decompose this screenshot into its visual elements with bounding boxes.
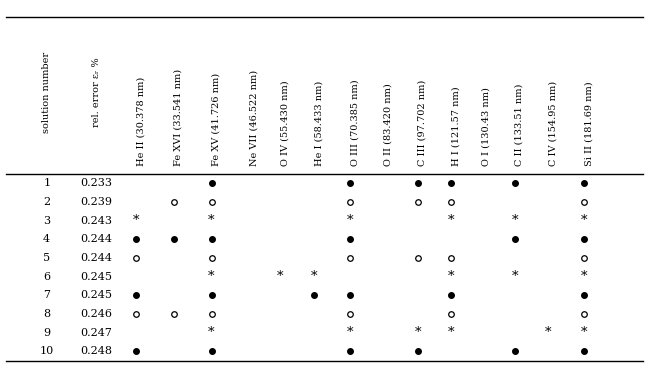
Text: 1: 1 xyxy=(43,178,50,188)
Text: *: * xyxy=(347,326,354,339)
Text: *: * xyxy=(415,326,421,339)
Text: He I (58.433 nm): He I (58.433 nm) xyxy=(314,81,323,166)
Text: O IV (55.430 nm): O IV (55.430 nm) xyxy=(280,81,289,166)
Text: *: * xyxy=(581,270,587,283)
Text: O I (130.43 nm): O I (130.43 nm) xyxy=(482,88,491,166)
Text: *: * xyxy=(208,326,215,339)
Text: *: * xyxy=(208,270,215,283)
Text: 0.246: 0.246 xyxy=(80,309,112,319)
Text: solution number: solution number xyxy=(42,52,51,133)
Text: H I (121.57 nm): H I (121.57 nm) xyxy=(451,87,460,166)
Text: *: * xyxy=(311,270,317,283)
Text: C II (133.51 nm): C II (133.51 nm) xyxy=(515,84,524,166)
Text: *: * xyxy=(448,326,454,339)
Text: O III (70.385 nm): O III (70.385 nm) xyxy=(350,80,360,166)
Text: *: * xyxy=(545,326,552,339)
Text: Fe XV (41.726 nm): Fe XV (41.726 nm) xyxy=(212,73,221,166)
Text: *: * xyxy=(133,214,140,227)
Text: 0.233: 0.233 xyxy=(80,178,112,188)
Text: *: * xyxy=(511,270,518,283)
Text: Si II (181.69 nm): Si II (181.69 nm) xyxy=(584,82,593,166)
Text: 0.243: 0.243 xyxy=(80,216,112,226)
Text: Ne VII (46.522 nm): Ne VII (46.522 nm) xyxy=(249,70,258,166)
Text: rel. error εᵣ %: rel. error εᵣ % xyxy=(92,58,101,127)
Text: 6: 6 xyxy=(43,272,50,282)
Text: 9: 9 xyxy=(43,328,50,338)
Text: 4: 4 xyxy=(43,234,50,244)
Text: 10: 10 xyxy=(40,346,54,356)
Text: 2: 2 xyxy=(43,197,50,207)
Text: C IV (154.95 nm): C IV (154.95 nm) xyxy=(548,81,557,166)
Text: 5: 5 xyxy=(43,253,50,263)
Text: Fe XVI (33.541 nm): Fe XVI (33.541 nm) xyxy=(174,70,183,166)
Text: *: * xyxy=(448,270,454,283)
Text: 0.244: 0.244 xyxy=(80,253,112,263)
Text: 0.247: 0.247 xyxy=(80,328,112,338)
Text: *: * xyxy=(581,326,587,339)
Text: *: * xyxy=(277,270,284,283)
Text: He II (30.378 nm): He II (30.378 nm) xyxy=(136,77,145,166)
Text: O II (83.420 nm): O II (83.420 nm) xyxy=(384,84,393,166)
Text: C III (97.702 nm): C III (97.702 nm) xyxy=(418,80,427,166)
Text: *: * xyxy=(347,214,354,227)
Text: 8: 8 xyxy=(43,309,50,319)
Text: *: * xyxy=(581,214,587,227)
Text: 3: 3 xyxy=(43,216,50,226)
Text: 0.244: 0.244 xyxy=(80,234,112,244)
Text: 0.239: 0.239 xyxy=(80,197,112,207)
Text: 7: 7 xyxy=(43,290,50,300)
Text: 0.245: 0.245 xyxy=(80,272,112,282)
Text: 0.248: 0.248 xyxy=(80,346,112,356)
Text: *: * xyxy=(511,214,518,227)
Text: 0.245: 0.245 xyxy=(80,290,112,300)
Text: *: * xyxy=(448,214,454,227)
Text: *: * xyxy=(208,214,215,227)
